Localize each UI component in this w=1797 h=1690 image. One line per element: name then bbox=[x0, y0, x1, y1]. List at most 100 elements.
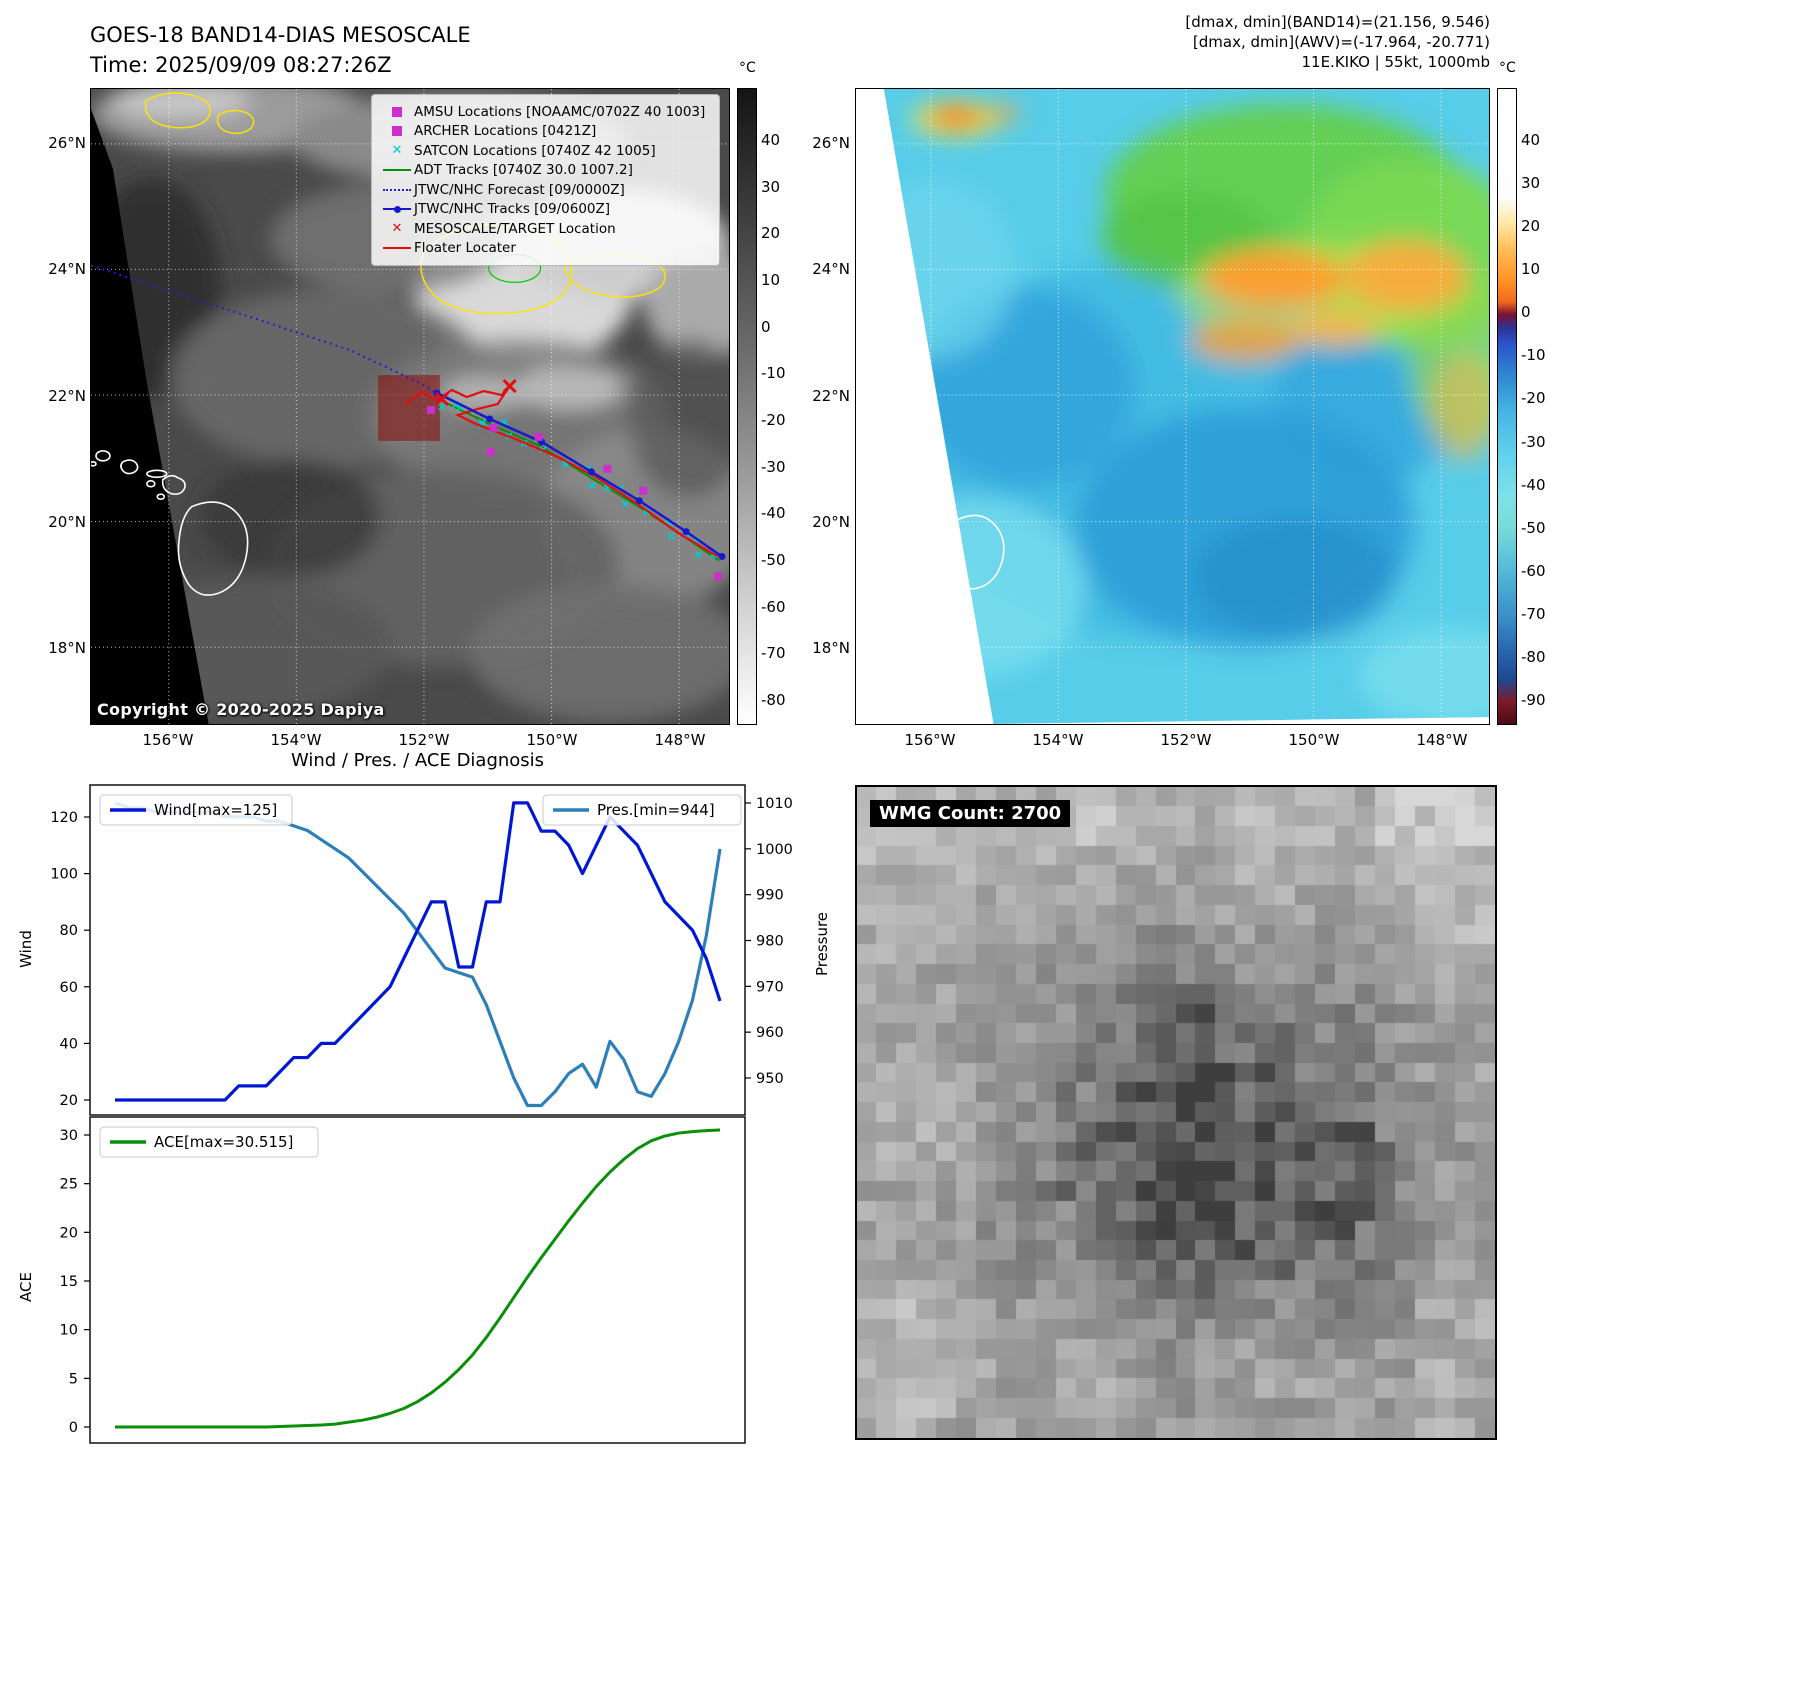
colorbar-tick-label: 10 bbox=[761, 271, 781, 289]
svg-text:40: 40 bbox=[60, 1036, 78, 1052]
jtwc-best-track bbox=[433, 389, 726, 561]
colorbar-tick-label: 20 bbox=[1521, 217, 1541, 236]
legend-item-label: Floater Locater bbox=[414, 240, 516, 257]
lon-tick-label: 154°W bbox=[1032, 731, 1084, 749]
svg-text:20: 20 bbox=[60, 1225, 78, 1241]
jtwc-forecast-track bbox=[91, 264, 438, 394]
colorbar-tick-label: 30 bbox=[1521, 174, 1541, 193]
legend-row: AMSU Locations [NOAAMC/0702Z 40 1003] bbox=[380, 102, 711, 122]
colorbar-tick-label: -60 bbox=[761, 597, 786, 616]
colorbar-tick-label: -80 bbox=[761, 691, 786, 709]
wind-pres-ace-charts: 20 40 60 80 100 120 950 960 970 980 990 1000 1010 0 5 1… bbox=[50, 784, 793, 1444]
colorbar-tick-label: -10 bbox=[761, 364, 786, 383]
colorbar-tick-label: -20 bbox=[1521, 389, 1546, 408]
lon-tick-label: 156°W bbox=[904, 731, 956, 749]
ir-colorbar-unit: °C bbox=[739, 60, 756, 76]
amsu-archer-markers bbox=[426, 406, 723, 581]
dotted-blue-legend-marker bbox=[380, 188, 414, 191]
dmax-dmin-band14-label: [dmax, dmin](BAND14)=(21.156, 9.546) bbox=[1185, 13, 1490, 31]
mesoscale-target-markers bbox=[434, 379, 517, 407]
lon-tick-label: 152°W bbox=[398, 731, 450, 749]
ir-colorbar bbox=[737, 88, 757, 725]
svg-text:80: 80 bbox=[60, 923, 78, 939]
figure-title-block: GOES-18 BAND14-DIAS MESOSCALE Time: 2025… bbox=[90, 20, 471, 80]
colorbar-tick-label: -30 bbox=[1521, 432, 1546, 451]
map-legend: AMSU Locations [NOAAMC/0702Z 40 1003] ARC… bbox=[371, 94, 720, 266]
svg-text:0: 0 bbox=[69, 1420, 78, 1436]
line-red-legend-marker bbox=[380, 247, 414, 250]
svg-text:120: 120 bbox=[50, 810, 78, 826]
awv-lon-axis: 156°W 154°W 152°W 150°W 148°W bbox=[855, 731, 1490, 751]
legend-item-label: MESOSCALE/TARGET Location bbox=[414, 220, 616, 237]
lat-tick-label: 22°N bbox=[48, 386, 86, 405]
colorbar-tick-label: 40 bbox=[761, 131, 781, 149]
colorbar-tick-label: 20 bbox=[761, 224, 781, 243]
chart-title: Wind / Pres. / ACE Diagnosis bbox=[290, 750, 545, 771]
svg-text:970: 970 bbox=[756, 979, 784, 995]
awv-colorbar-unit: °C bbox=[1499, 60, 1516, 76]
lat-tick-label: 26°N bbox=[812, 134, 850, 152]
legend-row: JTWC/NHC Forecast [09/0000Z] bbox=[380, 180, 711, 200]
square-magenta-legend-marker bbox=[380, 106, 414, 117]
legend-row: JTWC/NHC Tracks [09/0600Z] bbox=[380, 200, 711, 220]
legend-row: ✕ MESOSCALE/TARGET Location bbox=[380, 219, 711, 239]
copyright-label: Copyright © 2020-2025 Dapiya bbox=[97, 700, 385, 719]
colorbar-tick-label: -40 bbox=[1521, 475, 1546, 494]
square-magenta-legend-marker bbox=[380, 126, 414, 137]
ace-axis-label: ACE bbox=[17, 1272, 35, 1302]
legend-row: ✕ SATCON Locations [0740Z 42 1005] bbox=[380, 141, 711, 161]
colorbar-tick-label: -70 bbox=[761, 644, 786, 663]
svg-text:950: 950 bbox=[756, 1071, 784, 1087]
storm-id-label: 11E.KIKO | 55kt, 1000mb bbox=[1301, 53, 1490, 71]
svg-text:100: 100 bbox=[50, 867, 78, 883]
dmax-dmin-awv-label: [dmax, dmin](AWV)=(-17.964, -20.771) bbox=[1192, 33, 1490, 51]
figure-time: Time: 2025/09/09 08:27:26Z bbox=[90, 53, 392, 77]
legend-row: Floater Locater bbox=[380, 239, 711, 259]
svg-text:1010: 1010 bbox=[756, 796, 793, 812]
lat-tick-label: 24°N bbox=[812, 260, 850, 279]
legend-row: ADT Tracks [0740Z 30.0 1007.2] bbox=[380, 161, 711, 181]
colorbar-tick-label: 0 bbox=[761, 317, 771, 336]
pressure-axis-label: Pressure bbox=[813, 911, 831, 977]
legend-row: ARCHER Locations [0421Z] bbox=[380, 122, 711, 142]
svg-text:20: 20 bbox=[60, 1093, 78, 1109]
svg-text:60: 60 bbox=[60, 980, 78, 996]
svg-text:1000: 1000 bbox=[756, 842, 793, 858]
legend-item-label: ADT Tracks [0740Z 30.0 1007.2] bbox=[414, 162, 633, 179]
svg-text:960: 960 bbox=[756, 1025, 784, 1041]
lat-tick-label: 20°N bbox=[48, 512, 86, 531]
lon-tick-label: 156°W bbox=[142, 731, 194, 749]
colorbar-tick-label: 30 bbox=[761, 177, 781, 196]
colorbar-tick-label: -40 bbox=[761, 504, 786, 523]
line-green-legend-marker bbox=[380, 169, 414, 172]
svg-text:Pres.[min=944]: Pres.[min=944] bbox=[597, 801, 715, 819]
svg-text:5: 5 bbox=[69, 1371, 78, 1387]
legend-item-label: ARCHER Locations [0421Z] bbox=[414, 123, 597, 140]
svg-text:980: 980 bbox=[756, 933, 784, 949]
floater-track bbox=[405, 385, 719, 558]
band14-lon-axis: 156°W 154°W 152°W 150°W 148°W bbox=[90, 731, 730, 751]
legend-item-label: SATCON Locations [0740Z 42 1005] bbox=[414, 142, 656, 159]
wmg-count-badge: WMG Count: 2700 bbox=[870, 800, 1071, 827]
lon-tick-label: 148°W bbox=[1416, 731, 1468, 749]
lat-tick-label: 24°N bbox=[48, 260, 86, 279]
svg-text:ACE[max=30.515]: ACE[max=30.515] bbox=[154, 1133, 293, 1151]
figure-title: GOES-18 BAND14-DIAS MESOSCALE bbox=[90, 23, 471, 47]
lat-tick-label: 20°N bbox=[812, 512, 850, 531]
awv-field bbox=[883, 89, 1489, 724]
awv-lat-axis: 26°N 24°N 22°N 20°N 18°N bbox=[802, 88, 850, 725]
lon-tick-label: 154°W bbox=[270, 731, 322, 749]
lon-tick-label: 150°W bbox=[526, 731, 578, 749]
svg-text:30: 30 bbox=[60, 1128, 78, 1144]
svg-text:15: 15 bbox=[60, 1274, 78, 1290]
svg-text:25: 25 bbox=[60, 1177, 78, 1193]
header-stats-block: [dmax, dmin](BAND14)=(21.156, 9.546) [dm… bbox=[1185, 12, 1490, 72]
line-dot-blue-legend-marker bbox=[380, 205, 414, 214]
awv-colorbar bbox=[1497, 88, 1517, 725]
lat-tick-label: 18°N bbox=[48, 639, 86, 657]
legend-item-label: JTWC/NHC Tracks [09/0600Z] bbox=[414, 201, 611, 218]
colorbar-tick-label: -80 bbox=[1521, 647, 1546, 666]
wind-axis-label: Wind bbox=[17, 930, 35, 968]
colorbar-tick-label: -20 bbox=[761, 411, 786, 429]
